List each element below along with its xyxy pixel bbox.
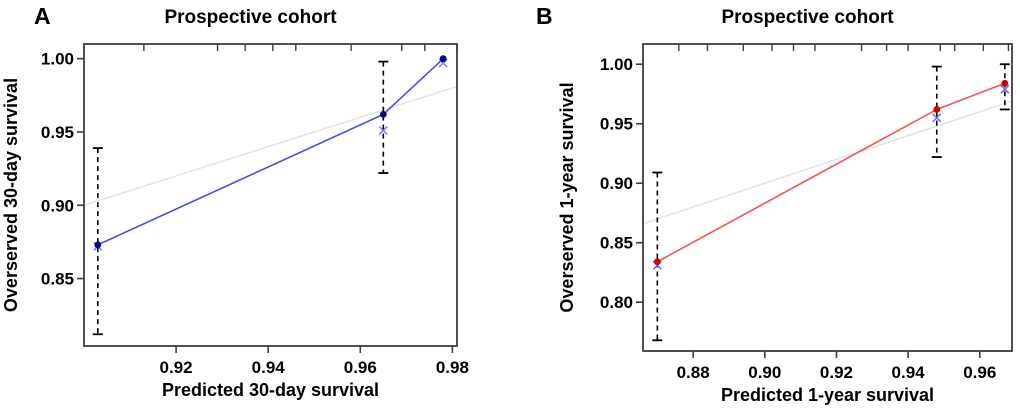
data-point — [653, 258, 661, 266]
y-axis-label: Overserved 1-year survival — [557, 82, 577, 312]
panel-letter-a: A — [34, 3, 51, 29]
x-tick-label: 0.88 — [677, 363, 710, 382]
x-tick-label: 0.98 — [436, 358, 469, 377]
calibration-plot-1year: 0.88 0.90 0.92 0.94 0.96 1.00 0.95 0.90 0.85 0.80… — [557, 43, 1013, 405]
calibration-plot-30day: 0.92 0.94 0.96 0.98 1.00 0.95 0.90 0.85 Predicte… — [1, 43, 469, 400]
data-point — [1001, 79, 1009, 87]
x-tick-label: 0.94 — [252, 358, 286, 377]
y-tick-label: 0.85 — [41, 270, 74, 289]
panel-1year: B Prospective cohort 0.88 0.90 0.92 0.94 0.9… — [510, 0, 1020, 411]
data-point — [94, 241, 102, 249]
calibration-line — [656, 82, 1006, 263]
x-tick-label: 0.96 — [963, 363, 996, 382]
x-tick-label: 0.92 — [820, 363, 853, 382]
y-axis-label: Overserved 30-day survival — [1, 78, 21, 312]
corrected-x-marker — [1000, 84, 1010, 94]
plot-box — [642, 43, 1013, 352]
x-axis-label: Predicted 30-day survival — [162, 380, 379, 400]
panel-title-b: Prospective cohort — [721, 7, 894, 28]
data-point — [379, 110, 387, 118]
x-tick-label: 0.92 — [160, 358, 193, 377]
y-tick-label: 0.85 — [600, 234, 633, 253]
y-tick-label: 1.00 — [41, 50, 74, 69]
x-tick-label: 0.94 — [892, 363, 926, 382]
y-tick-label: 1.00 — [600, 55, 633, 74]
panel-30day: A Prospective cohort 0.92 0.94 0.96 0.98 1.0… — [1, 3, 469, 400]
data-point — [933, 106, 941, 113]
corrected-x-marker — [932, 113, 942, 123]
y-tick-label: 0.95 — [600, 115, 633, 134]
y-tick-label: 0.80 — [600, 293, 633, 312]
panel-letter-b: B — [536, 3, 553, 29]
panel-title-a: Prospective cohort — [164, 7, 337, 28]
calibration-line — [97, 58, 444, 246]
x-tick-label: 0.96 — [344, 358, 377, 377]
y-tick-label: 0.90 — [600, 174, 633, 193]
corrected-x-marker — [378, 125, 388, 136]
data-point — [439, 55, 447, 63]
x-tick-label: 0.90 — [748, 363, 781, 382]
identity-line — [83, 85, 458, 206]
identity-line — [642, 100, 1013, 225]
y-tick-label: 0.90 — [41, 196, 74, 215]
plot-box — [83, 43, 458, 347]
y-tick-label: 0.95 — [41, 123, 74, 142]
x-axis-label: Predicted 1-year survival — [721, 385, 934, 405]
